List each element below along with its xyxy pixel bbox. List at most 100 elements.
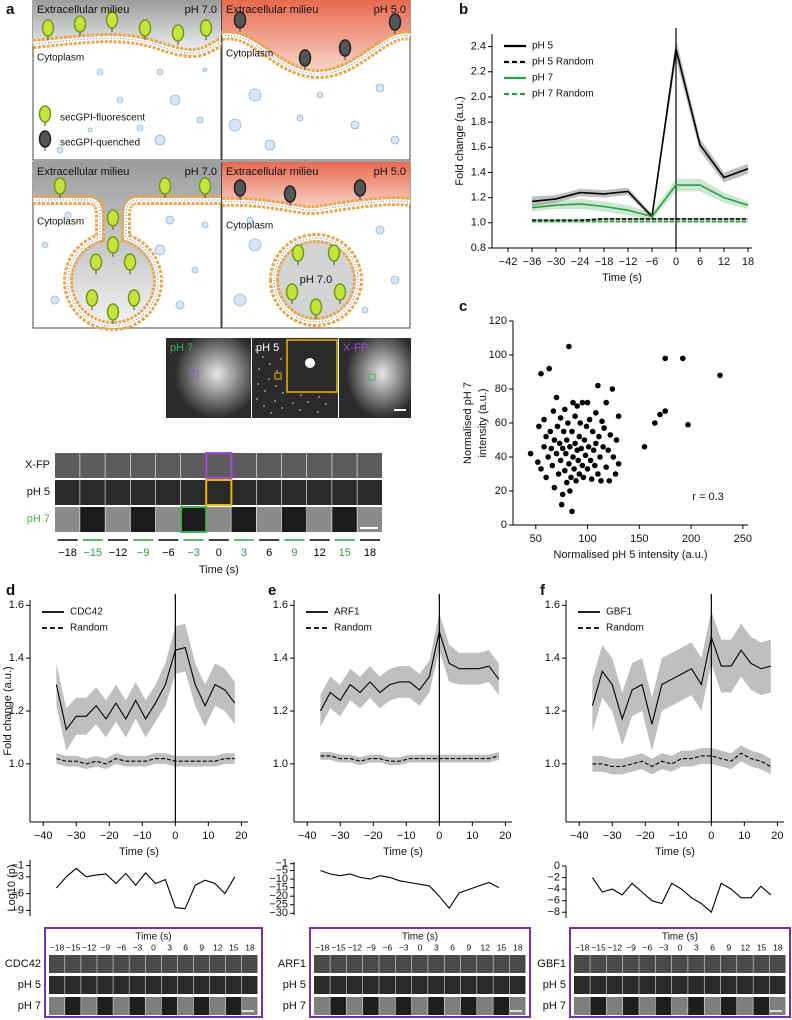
y-axis-label: Normalised pH 7 — [462, 382, 474, 464]
secgpi-fluorescent — [53, 177, 67, 195]
x-tick-label: 150 — [630, 533, 648, 545]
strip-cell — [753, 997, 770, 1015]
x-tick-label: −20 — [100, 830, 119, 842]
speck — [280, 358, 282, 360]
panel-letter: a — [6, 1, 15, 18]
y-tick-label: −1 — [11, 860, 24, 872]
strip-cell — [81, 955, 97, 973]
strip-cell — [753, 955, 770, 973]
point — [553, 394, 560, 401]
x-tick-label: 0 — [673, 256, 679, 268]
x-tick-label: −12 — [619, 256, 638, 268]
membrane-core — [221, 199, 411, 213]
strip-cell — [145, 955, 162, 973]
secgpi-quenched — [233, 179, 247, 197]
strip-cell — [330, 955, 347, 973]
time-label: −18 — [315, 942, 330, 952]
panel-top-text: Extracellular milieu — [37, 4, 129, 16]
cell-signal — [346, 330, 419, 418]
secgpi-quenched — [353, 179, 367, 197]
time-label: 15 — [497, 942, 507, 952]
secgpi-fluorescent — [327, 244, 341, 262]
vesicle — [50, 295, 60, 305]
secgpi-fluorescent — [73, 15, 87, 33]
secgpi-fluorescent — [199, 19, 213, 37]
annotation: r = 0.3 — [692, 491, 724, 503]
panel-top-text: Extracellular milieu — [37, 166, 129, 178]
strip-cell — [704, 976, 721, 994]
strip-cell — [49, 997, 65, 1015]
strip-cell — [97, 997, 113, 1015]
point — [558, 501, 565, 508]
speck — [275, 385, 277, 387]
y-tick-label: −10 — [269, 873, 288, 885]
point — [579, 399, 586, 406]
y-tick-label: −4 — [547, 883, 560, 895]
time-label: −9 — [366, 942, 376, 952]
strip-cell — [688, 976, 704, 994]
time-label: −6 — [383, 942, 393, 952]
point — [564, 437, 570, 443]
strip-cell — [307, 480, 332, 505]
time-label: 18 — [513, 942, 523, 952]
y-tick-label: −20 — [269, 890, 288, 902]
legend-label: pH 7 — [532, 73, 554, 84]
legend-label: CDC42 — [70, 607, 103, 618]
secgpi-fluorescent — [198, 177, 212, 195]
strip-cell — [332, 480, 357, 505]
x-tick-label: −40 — [298, 830, 317, 842]
strip-cell — [574, 955, 590, 973]
strip-cell — [81, 997, 97, 1015]
secgpi-quenched — [388, 13, 402, 31]
strip-cell — [314, 955, 330, 973]
strip-cell — [113, 955, 129, 973]
x-tick-label: −20 — [364, 830, 383, 842]
time-label: −12 — [82, 942, 97, 952]
secgpi-fluorescent — [85, 289, 99, 307]
strip-cell — [256, 480, 282, 505]
point — [595, 382, 601, 389]
y-tick-label: 1.4 — [9, 652, 24, 664]
strip-cell — [671, 976, 688, 994]
point — [575, 457, 581, 464]
time-label: −18 — [58, 547, 77, 559]
strip-cell — [655, 955, 672, 973]
strip-cell — [655, 997, 672, 1015]
vesicle-ph-text: pH 7.0 — [300, 274, 332, 286]
speck — [318, 396, 320, 398]
speck — [257, 383, 259, 385]
strip-cell — [671, 955, 688, 973]
strip-cell — [357, 453, 382, 478]
y-tick-label: 1.4 — [545, 652, 560, 664]
time-label: −3 — [187, 547, 200, 559]
point — [607, 432, 614, 438]
strip-cell — [622, 997, 639, 1015]
point — [547, 428, 554, 435]
point — [610, 454, 617, 460]
roi — [191, 370, 199, 378]
x-tick-label: −30 — [547, 256, 566, 268]
point — [600, 444, 606, 450]
cytoplasm-text: Cytoplasm — [37, 53, 84, 64]
strip-cell — [307, 453, 332, 478]
vesicle — [375, 83, 385, 93]
data-line — [531, 184, 749, 218]
x-tick-label: −10 — [397, 830, 416, 842]
panel-letter: d — [6, 582, 15, 599]
y-tick-label: 1.0 — [273, 758, 288, 770]
time-label: 12 — [313, 547, 325, 559]
x-tick-label: 0 — [436, 830, 442, 842]
speck — [268, 378, 270, 380]
x-tick-label: −6 — [646, 256, 659, 268]
row-label: pH 5 — [18, 979, 41, 991]
point — [550, 408, 557, 414]
secgpi-fluorescent — [333, 283, 347, 301]
strip-cell — [241, 955, 258, 973]
point — [583, 423, 590, 430]
strip-cell — [256, 507, 282, 532]
membrane-tails — [33, 199, 221, 327]
secgpi-fluorescent — [138, 19, 152, 37]
strip-cell — [206, 453, 231, 478]
point — [593, 440, 599, 447]
strip-cell — [49, 976, 65, 994]
